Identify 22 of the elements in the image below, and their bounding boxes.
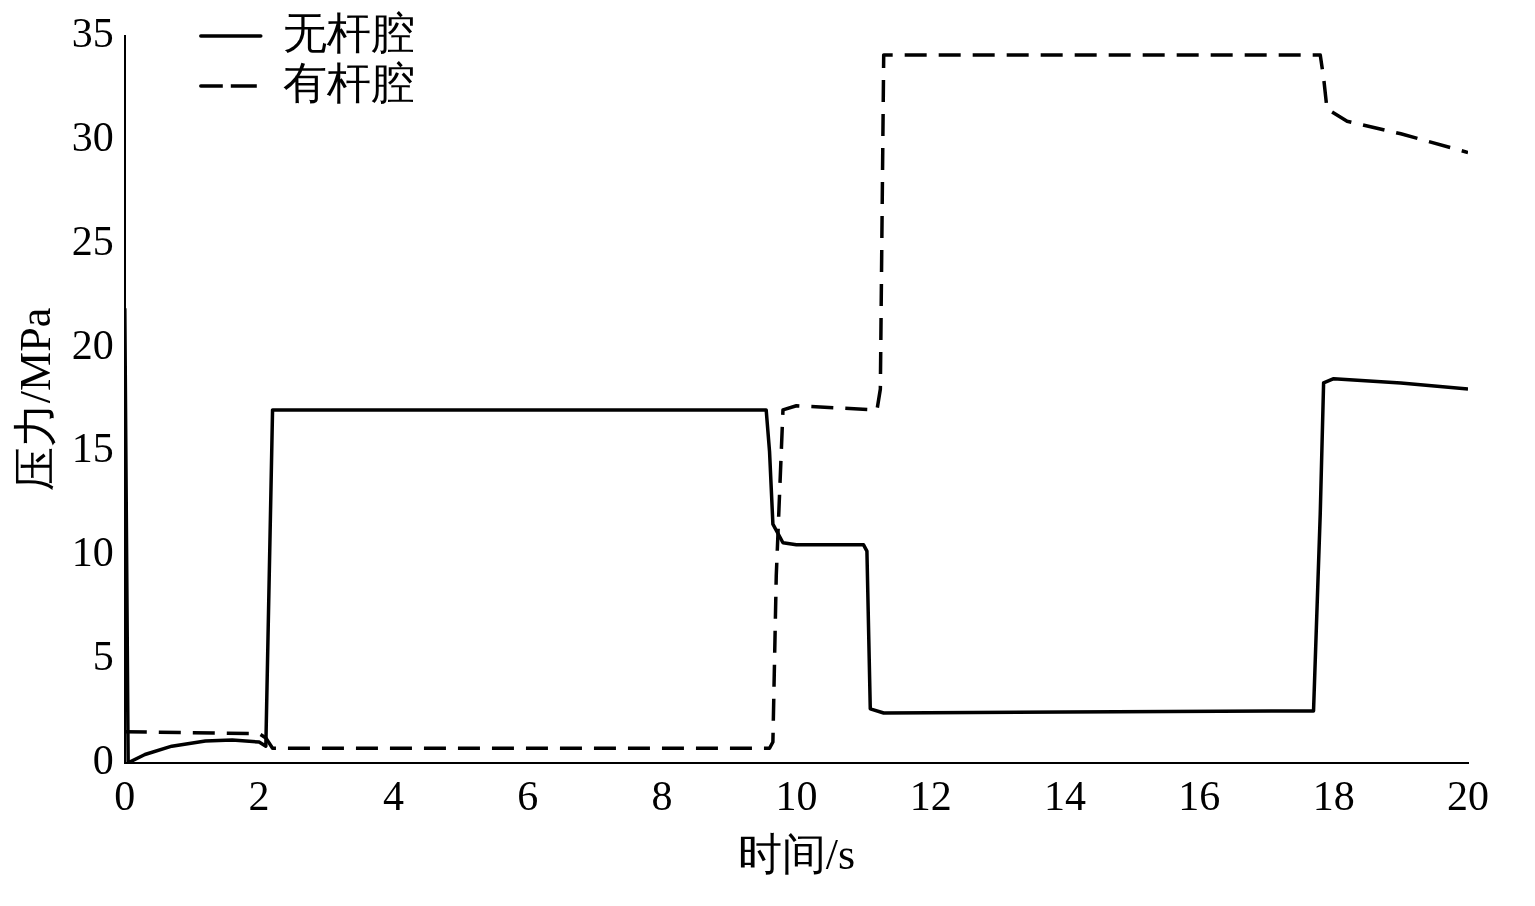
- y-tick-label: 25: [71, 217, 114, 264]
- x-tick-label: 6: [517, 773, 539, 820]
- x-tick-label: 4: [382, 773, 404, 820]
- x-axis-title: 时间/s: [737, 830, 856, 880]
- x-tick-label: 14: [1044, 773, 1087, 820]
- x-tick-label: 8: [651, 773, 673, 820]
- y-tick-label: 5: [92, 633, 114, 680]
- x-tick-label: 10: [775, 773, 818, 820]
- y-tick-label: 30: [71, 114, 114, 161]
- y-tick-label: 0: [92, 736, 114, 783]
- legend-label: 有杆腔: [282, 58, 415, 108]
- x-tick-label: 16: [1178, 773, 1221, 820]
- x-tick-label: 12: [909, 773, 952, 820]
- y-tick-label: 15: [71, 425, 114, 472]
- y-tick-label: 35: [71, 10, 114, 57]
- y-tick-label: 20: [71, 321, 114, 368]
- x-tick-label: 2: [248, 773, 270, 820]
- legend-label: 无杆腔: [282, 8, 415, 58]
- x-tick-label: 20: [1447, 773, 1489, 820]
- y-tick-label: 10: [71, 529, 114, 576]
- y-axis-title: 压力/MPa: [10, 307, 60, 492]
- x-tick-label: 18: [1312, 773, 1355, 820]
